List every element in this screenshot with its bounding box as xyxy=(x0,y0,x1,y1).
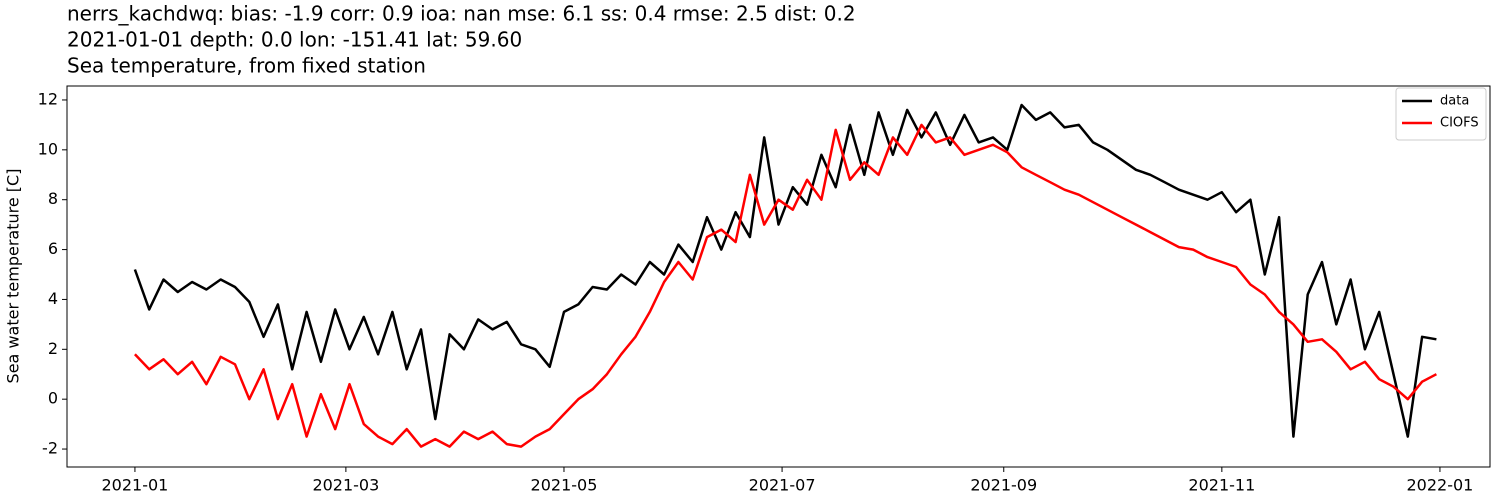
y-axis-label: Sea water temperature [C] xyxy=(4,169,23,384)
x-tick-label: 2021-11 xyxy=(1188,476,1255,495)
data-line xyxy=(133,123,1437,448)
y-tick-label: 4 xyxy=(48,289,58,308)
legend-label: data xyxy=(1440,94,1469,109)
x-tick-label: 2022-01 xyxy=(1407,476,1474,495)
y-tick-label: 2 xyxy=(48,339,58,358)
y-tick-label: 8 xyxy=(48,189,58,208)
y-tick-label: 12 xyxy=(38,89,58,108)
x-tick-label: 2021-09 xyxy=(970,476,1037,495)
legend-label: CIOFS xyxy=(1440,116,1479,131)
y-tick-label: 6 xyxy=(48,239,58,258)
x-tick-label: 2021-01 xyxy=(102,476,169,495)
y-tick-label: 10 xyxy=(38,139,58,158)
x-tick-label: 2021-05 xyxy=(531,476,598,495)
data-line xyxy=(133,103,1437,438)
chart-title: nerrs_kachdwq: bias: -1.9 corr: 0.9 ioa:… xyxy=(67,2,856,26)
chart-subtitle: Sea temperature, from fixed station xyxy=(67,54,426,78)
x-tick-label: 2021-07 xyxy=(749,476,816,495)
y-tick-label: 0 xyxy=(48,389,58,408)
y-tick-label: -2 xyxy=(42,439,58,458)
chart-subtitle: 2021-01-01 depth: 0.0 lon: -151.41 lat: … xyxy=(67,28,522,52)
x-tick-label: 2021-03 xyxy=(312,476,379,495)
plot-frame xyxy=(66,85,1491,468)
